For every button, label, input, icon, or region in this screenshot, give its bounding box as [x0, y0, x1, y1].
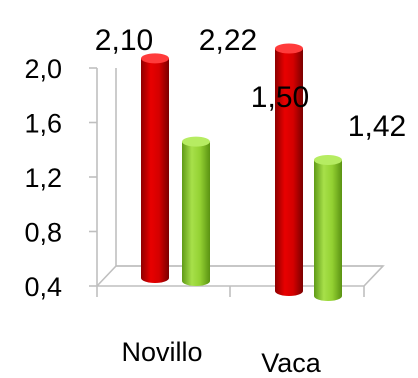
- bar-body: [275, 48, 303, 297]
- data-label: 1,42: [348, 110, 406, 143]
- bar-top: [314, 155, 342, 166]
- bar-vaca-0: [275, 43, 303, 297]
- y-tick-label: 0,8: [24, 218, 62, 248]
- bars: [141, 43, 342, 301]
- data-label: 1,50: [251, 81, 309, 114]
- bar-top: [141, 53, 169, 64]
- y-tick-label: 1,6: [24, 109, 62, 139]
- bar-novillo-1: [182, 136, 210, 286]
- y-tick-label: 0,4: [24, 272, 62, 302]
- bar-top: [275, 43, 303, 54]
- bar-body: [182, 141, 210, 286]
- bar-top: [182, 136, 210, 147]
- data-label: 2,22: [199, 24, 257, 57]
- category-label: Novillo: [121, 337, 202, 367]
- category-labels: Novillo Vaca: [121, 337, 321, 378]
- y-tick-label: 2,0: [24, 54, 62, 84]
- category-label: Vaca: [261, 348, 322, 378]
- bar-novillo-0: [141, 53, 169, 283]
- data-labels: 2,10 2,22 1,50 1,42: [95, 24, 406, 143]
- y-tick-label: 1,2: [24, 163, 62, 193]
- data-label: 2,10: [95, 24, 153, 57]
- bar-vaca-1: [314, 155, 342, 301]
- bar-body: [314, 160, 342, 301]
- y-axis-ticks: 0,4 0,8 1,2 1,6 2,0: [24, 54, 97, 302]
- bar-body: [141, 58, 169, 283]
